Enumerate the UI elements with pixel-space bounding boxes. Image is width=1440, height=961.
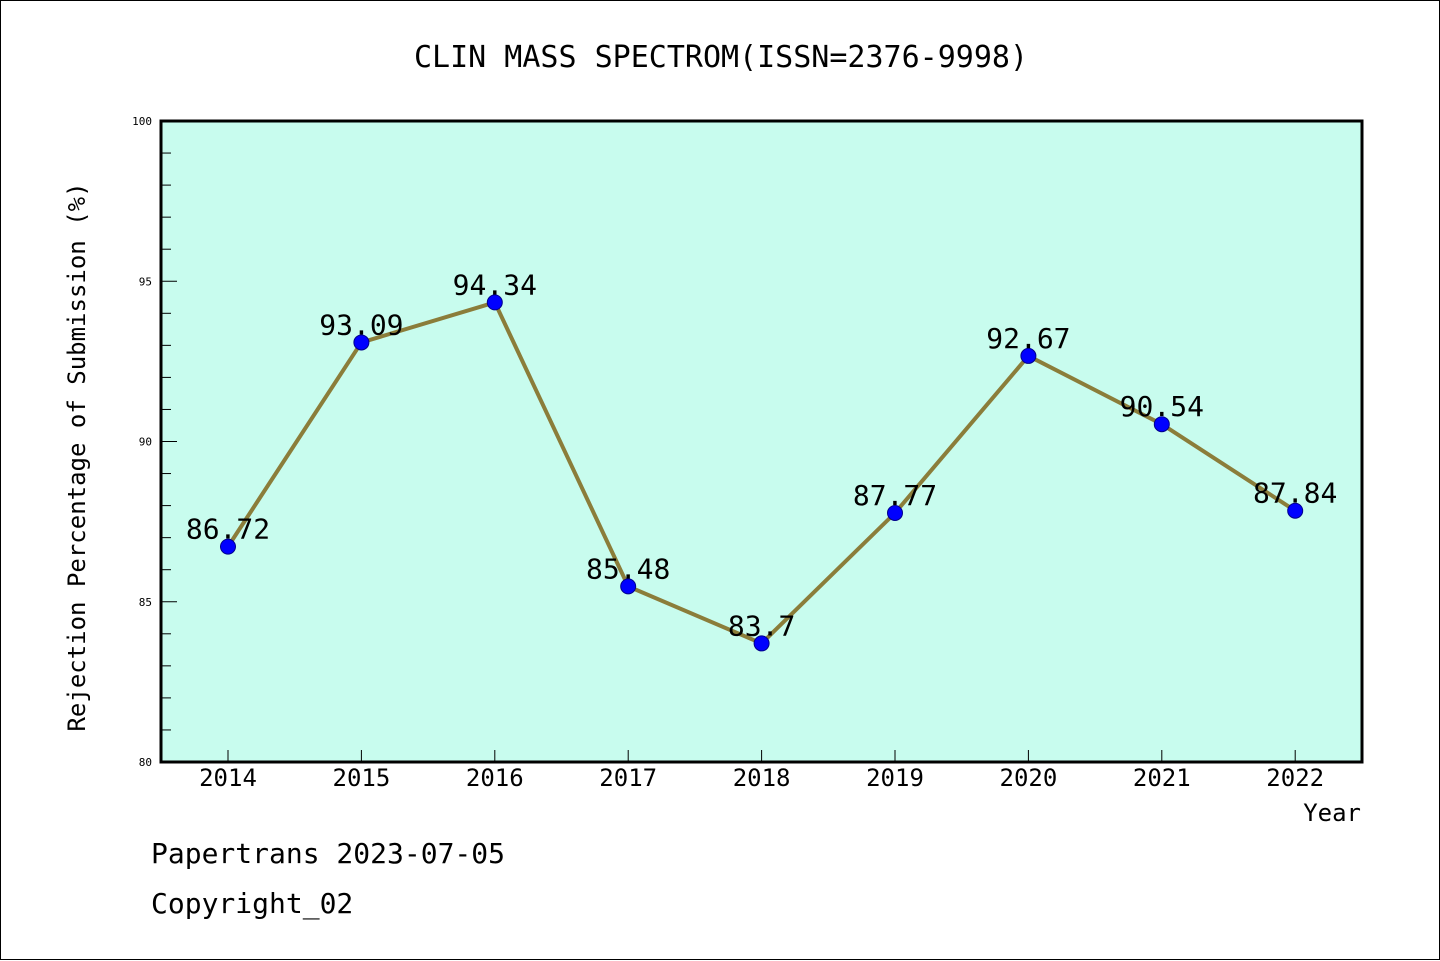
x-tick-label: 2019 bbox=[866, 764, 924, 792]
data-point-marker bbox=[1153, 416, 1170, 433]
data-label: 92.67 bbox=[986, 322, 1070, 355]
data-labels: 86.72 93.09 94.34 85.48 83.7 87.77 92.67 90.54 8… bbox=[186, 268, 1337, 642]
y-tick-label: 85 bbox=[139, 596, 152, 609]
y-tick-label: 100 bbox=[132, 115, 152, 128]
footer-date-text: Papertrans 2023-07-05 bbox=[151, 837, 506, 870]
data-point-marker bbox=[220, 538, 236, 555]
footer-copyright-text: Copyright_02 bbox=[151, 887, 354, 920]
data-label: 94.34 bbox=[453, 268, 537, 301]
series-markers bbox=[220, 294, 1304, 652]
data-label: 93.09 bbox=[319, 308, 403, 341]
y-axis-label: Rejection Percentage of Submission (%) bbox=[63, 182, 91, 731]
data-point-marker bbox=[486, 294, 503, 311]
x-tick-label: 2017 bbox=[599, 764, 657, 792]
x-axis-label: Year bbox=[1303, 799, 1361, 827]
data-label: 87.77 bbox=[853, 479, 937, 512]
x-tick-label: 2014 bbox=[199, 764, 257, 792]
data-label: 85.48 bbox=[586, 552, 670, 585]
x-tick-label: 2015 bbox=[333, 764, 391, 792]
x-tick-label: 2018 bbox=[733, 764, 791, 792]
x-tick-label: 2020 bbox=[1000, 764, 1058, 792]
y-tick-label: 80 bbox=[139, 756, 152, 769]
chart-title: CLIN MASS SPECTROM(ISSN=2376-9998) bbox=[414, 40, 1028, 75]
y-axis-ticks: 80 85 90 95 100 bbox=[132, 115, 177, 769]
data-point-marker bbox=[1287, 502, 1304, 519]
data-point-marker bbox=[753, 635, 770, 652]
data-point-marker bbox=[1020, 347, 1037, 364]
x-tick-label: 2022 bbox=[1266, 764, 1324, 792]
plot-area bbox=[159, 119, 1364, 764]
data-point-marker bbox=[887, 504, 903, 521]
data-point-marker bbox=[620, 578, 637, 595]
data-label: 86.72 bbox=[186, 513, 270, 546]
data-label: 90.54 bbox=[1120, 390, 1204, 423]
data-point-marker bbox=[353, 334, 370, 351]
y-tick-label: 90 bbox=[139, 436, 152, 449]
y-minor-ticks bbox=[161, 152, 171, 731]
data-label: 87.84 bbox=[1253, 477, 1337, 510]
x-tick-label: 2016 bbox=[466, 764, 524, 792]
x-axis-ticks: 2014 2015 2016 2017 2018 2019 2020 2021 2022 bbox=[199, 750, 1324, 792]
y-tick-label: 95 bbox=[139, 275, 152, 288]
x-tick-label: 2021 bbox=[1133, 764, 1191, 792]
data-label: 83.7 bbox=[728, 609, 795, 642]
